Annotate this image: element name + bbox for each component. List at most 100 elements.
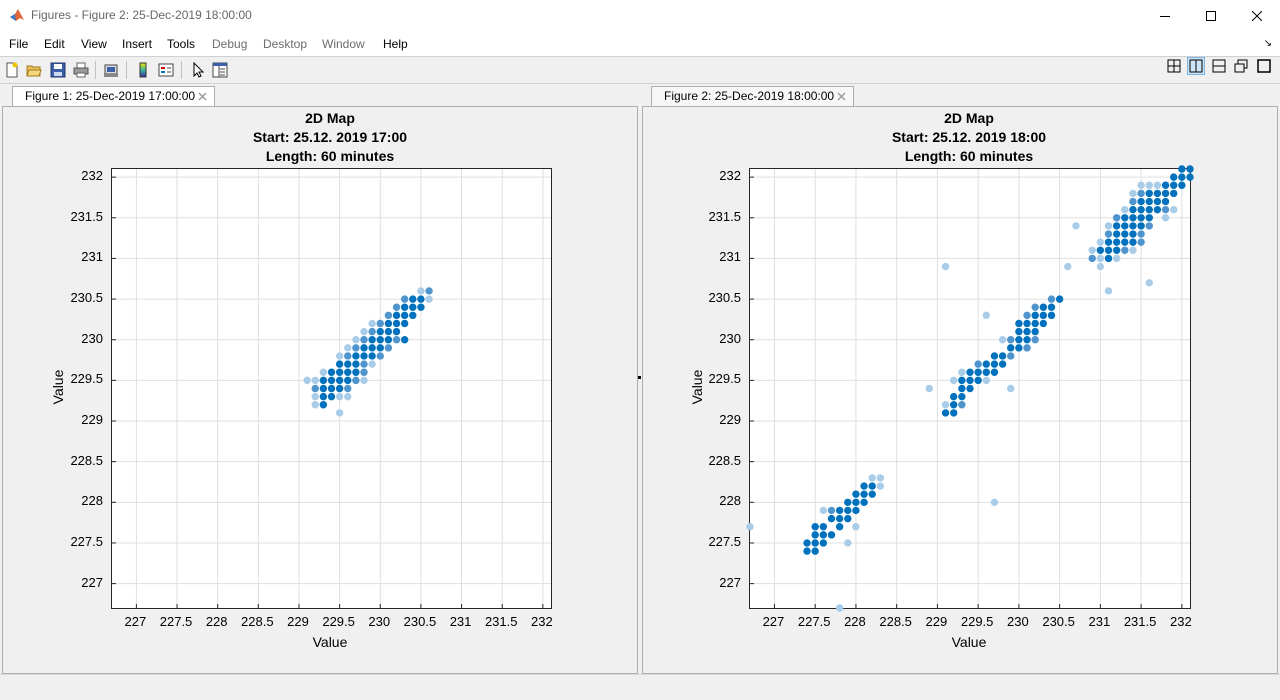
scatter-point (1112, 214, 1121, 222)
menu-debug[interactable]: Debug (212, 37, 248, 51)
print-preview-icon (104, 64, 118, 77)
y-tick-label: 230 (81, 330, 103, 346)
splitter-handle[interactable] (638, 376, 641, 379)
scatter-point (1096, 262, 1105, 271)
scatter-point (1145, 205, 1153, 214)
float-button[interactable] (1232, 57, 1250, 75)
open-file-button[interactable] (25, 61, 43, 79)
x-tick-label: 228.5 (241, 614, 274, 629)
menu-view[interactable]: View (81, 37, 107, 51)
scatter-point (1031, 319, 1039, 328)
menu-help[interactable]: Help (383, 37, 408, 51)
maximize-button[interactable] (1188, 0, 1234, 32)
x-tick-label: 227 (762, 614, 785, 629)
split-horizontal-button[interactable] (1210, 57, 1228, 75)
scatter-point (835, 523, 844, 531)
scatter-point (311, 384, 319, 393)
scatter-point (1129, 214, 1137, 222)
menu-tools[interactable]: Tools (167, 37, 196, 51)
x-tick-label: 231.5 (484, 614, 518, 629)
scatter-point (344, 344, 352, 352)
x-tick-label: 231 (1088, 614, 1111, 629)
close-tab-icon[interactable] (836, 91, 847, 102)
scatter-point (376, 344, 384, 352)
scatter-point (392, 319, 401, 328)
close-button[interactable] (1234, 0, 1280, 32)
scatter-point (1137, 214, 1145, 222)
scatter-point (1121, 214, 1129, 222)
scatter-point (1055, 295, 1064, 303)
y-tick-label: 229.5 (70, 371, 103, 387)
scatter-point (360, 360, 368, 368)
scatter-point (1121, 238, 1129, 246)
scatter-point (1104, 287, 1113, 295)
scatter-point (1170, 181, 1178, 189)
menu-file[interactable]: File (9, 37, 29, 51)
x-tick-label: 228 (205, 614, 228, 629)
y-tick-label: 227 (719, 574, 741, 590)
property-inspector-button[interactable] (211, 61, 229, 79)
menu-window[interactable]: Window (322, 37, 365, 51)
scatter-point (303, 376, 311, 385)
save-icon (50, 62, 66, 78)
tile-grid-button[interactable] (1165, 57, 1183, 75)
toolbar-separator (95, 61, 96, 79)
pointer-button[interactable] (189, 61, 207, 79)
print-preview-button[interactable] (102, 61, 120, 79)
scatter-point (1186, 165, 1194, 173)
y-axis-label-2: Value (689, 369, 705, 405)
scatter-point (1137, 222, 1145, 230)
scatter-point (1186, 173, 1194, 181)
scatter-point (360, 376, 368, 385)
scatter-point (327, 392, 336, 401)
scatter-point (974, 376, 982, 385)
scatter-point (998, 336, 1007, 344)
print-button[interactable] (72, 61, 90, 79)
title-line: Start: 25.12. 2019 17:00 (252, 129, 408, 145)
dock-arrow-icon[interactable]: ↘ (1263, 38, 1272, 49)
close-tab-icon[interactable] (197, 91, 208, 102)
scatter-point (966, 376, 974, 385)
save-button[interactable] (49, 61, 67, 79)
tab-figure-1[interactable]: Figure 1: 25-Dec-2019 17:00:00 (12, 86, 215, 106)
toolbar-separator (181, 61, 182, 79)
plot-area-2[interactable] (746, 165, 1194, 612)
scatter-point (958, 376, 966, 385)
scatter-point (1153, 205, 1162, 214)
scatter-point (860, 482, 868, 490)
scatter-point (400, 336, 409, 344)
scatter-point (1121, 205, 1129, 214)
scatter-point (950, 392, 958, 401)
colorbar-icon (139, 62, 147, 78)
menu-desktop[interactable]: Desktop (263, 37, 308, 51)
panel-divider[interactable] (639, 84, 642, 674)
scatter-point (1047, 311, 1056, 320)
colorbar-button[interactable] (134, 61, 152, 79)
menu-edit[interactable]: Edit (44, 37, 65, 51)
minimize-button[interactable] (1142, 0, 1188, 32)
scatter-point (1129, 246, 1137, 254)
legend-button[interactable] (157, 61, 175, 79)
maximize-figure-button[interactable] (1255, 57, 1273, 75)
scatter-point (1129, 222, 1137, 230)
tab-figure-2[interactable]: Figure 2: 25-Dec-2019 18:00:00 (651, 86, 854, 106)
scatter-point (982, 311, 990, 320)
scatter-point (998, 352, 1007, 360)
menu-insert[interactable]: Insert (122, 37, 153, 51)
scatter-point (811, 531, 819, 539)
new-figure-button[interactable] (3, 61, 21, 79)
split-vertical-button[interactable] (1187, 57, 1205, 75)
scatter-point (335, 376, 344, 385)
scatter-point (400, 319, 409, 328)
x-tick-label: 232 (1169, 614, 1192, 629)
plot-area-1[interactable] (111, 168, 552, 609)
scatter-point (966, 384, 974, 393)
scatter-point (368, 336, 376, 344)
y-tick-label: 230.5 (70, 290, 103, 306)
x-tick-label: 228 (844, 614, 866, 629)
scatter-point (344, 352, 352, 360)
maximize-icon (1206, 11, 1216, 21)
x-tick-label: 227.5 (797, 614, 831, 629)
scatter-point (1104, 222, 1113, 230)
tab-label: Figure 2: 25-Dec-2019 18:00:00 (664, 89, 835, 103)
